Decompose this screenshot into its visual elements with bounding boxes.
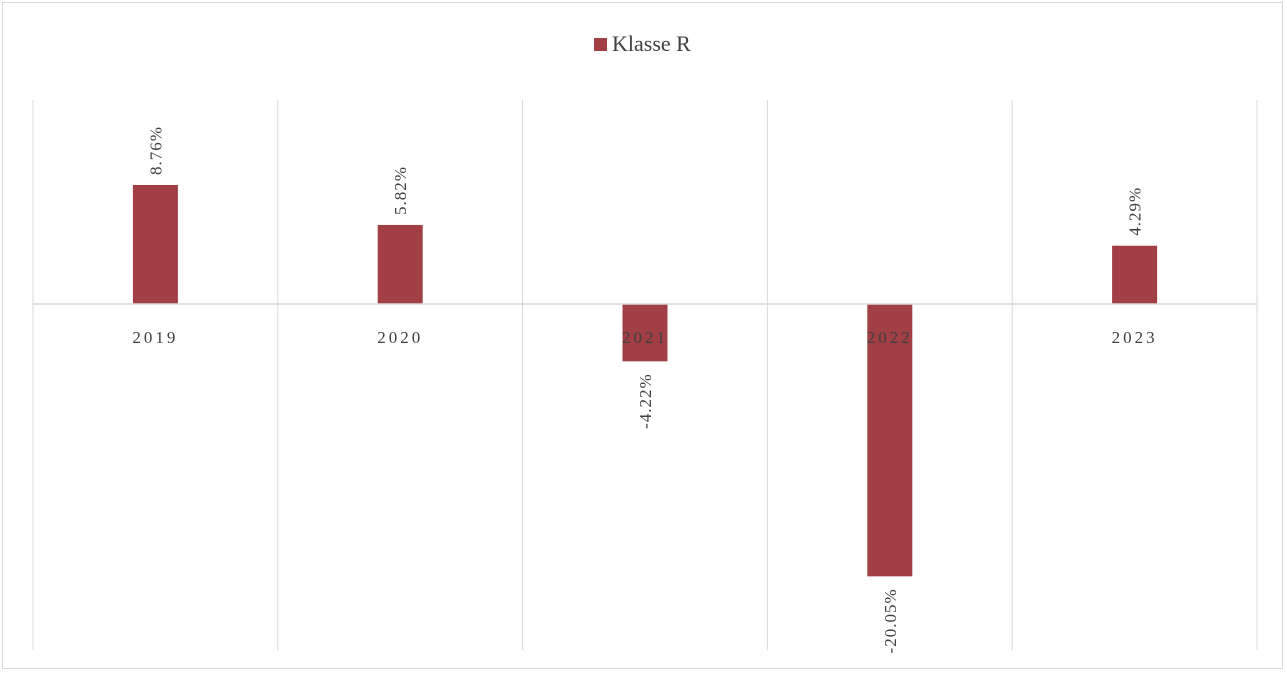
x-tick-label: 2021	[622, 328, 668, 347]
legend-label-klasse-r: Klasse R	[612, 31, 691, 56]
x-tick-label: 2019	[132, 328, 178, 347]
data-label: -20.05%	[881, 588, 900, 653]
x-tick-label: 2023	[1112, 328, 1158, 347]
legend: Klasse R	[594, 31, 691, 56]
gridlines	[32, 100, 1258, 650]
bar-2020	[377, 224, 423, 304]
bars	[132, 185, 1158, 577]
legend-swatch-klasse-r	[594, 38, 607, 51]
x-tick-label: 2020	[377, 328, 423, 347]
x-tick-labels: 2019 2020 2021 2022 2023	[132, 328, 1158, 347]
data-labels: 8.76% 5.82% -4.22% -20.05% 4.29%	[146, 126, 1144, 653]
bar-2021	[622, 304, 668, 362]
bar-2019	[132, 185, 178, 304]
data-label: 8.76%	[146, 126, 165, 175]
data-label: -4.22%	[636, 373, 655, 429]
x-tick-label: 2022	[867, 328, 913, 347]
data-label: 4.29%	[1126, 187, 1145, 236]
bar-2023	[1112, 245, 1158, 304]
bar-2022	[867, 304, 913, 577]
data-label: 5.82%	[391, 166, 410, 215]
